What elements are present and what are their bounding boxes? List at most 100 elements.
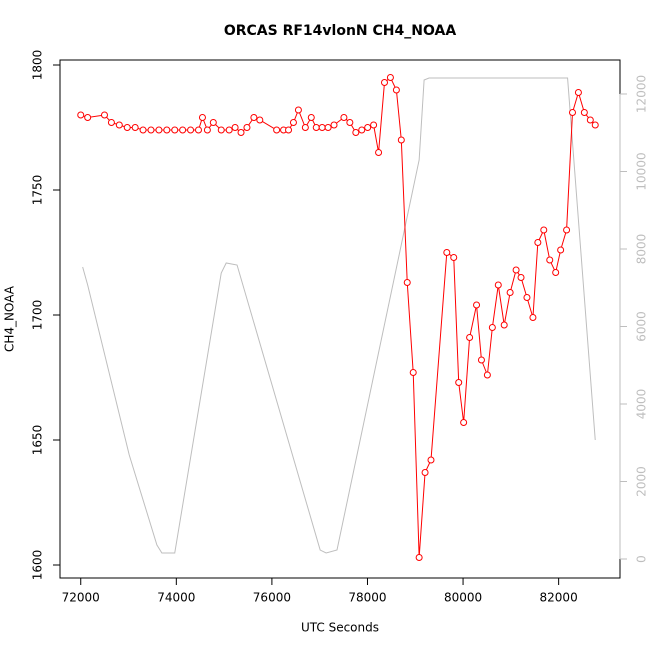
data-point [294, 106, 302, 114]
data-point [107, 119, 115, 126]
y2-tick-label: 12000 [635, 75, 649, 113]
data-point [203, 126, 211, 134]
data-point [370, 121, 378, 129]
data-point [307, 114, 315, 121]
data-point [187, 126, 195, 134]
y2-tick-label: 8000 [635, 234, 649, 265]
data-point [318, 124, 326, 131]
data-point [209, 119, 217, 126]
data-point [512, 266, 520, 274]
x-tick-label: 72000 [62, 591, 100, 605]
data-point [217, 126, 225, 134]
data-point [289, 119, 297, 126]
data-point [256, 116, 264, 124]
data-point [574, 89, 582, 96]
data-point [409, 369, 417, 376]
data-point [250, 114, 258, 121]
data-point [364, 124, 372, 131]
data-point [237, 129, 245, 136]
data-point [460, 419, 468, 426]
y-axis-title: CH4_NOAA [3, 285, 17, 352]
data-point [198, 114, 206, 121]
data-point [421, 469, 429, 476]
data-point [415, 554, 423, 561]
data-point [443, 249, 451, 256]
data-point [563, 226, 571, 234]
x-tick-label: 74000 [157, 591, 195, 605]
data-point [312, 124, 320, 131]
data-point [500, 321, 508, 329]
data-point [346, 119, 354, 126]
data-point [483, 371, 491, 379]
data-point [324, 124, 332, 131]
data-point [534, 239, 542, 246]
data-point [506, 289, 514, 296]
x-tick-label: 78000 [348, 591, 386, 605]
data-point [179, 126, 187, 134]
data-point [529, 314, 537, 321]
data-point [546, 256, 554, 264]
data-point [123, 124, 131, 131]
y2-tick-label: 4000 [635, 389, 649, 420]
x-tick-label: 80000 [444, 591, 482, 605]
data-point [225, 126, 233, 134]
y2-tick-label: 2000 [635, 466, 649, 497]
data-point [131, 124, 139, 131]
data-point [586, 116, 594, 124]
data-point [473, 301, 481, 309]
data-point [115, 121, 123, 129]
y-tick-label: 1800 [31, 50, 45, 81]
data-point [352, 129, 360, 136]
data-point [477, 356, 485, 364]
data-point [552, 269, 560, 276]
data-point [517, 274, 525, 281]
y-tick-label: 1700 [31, 300, 45, 331]
data-point [557, 246, 565, 254]
data-point [163, 126, 171, 134]
data-point [84, 114, 92, 121]
data-point [455, 379, 463, 386]
data-point [580, 109, 588, 116]
data-point [100, 111, 108, 119]
data-point [155, 126, 163, 134]
data-point [494, 281, 502, 289]
data-point [330, 121, 338, 129]
data-point [171, 126, 179, 134]
data-point [450, 254, 458, 261]
x-tick-label: 76000 [253, 591, 291, 605]
data-point [540, 226, 548, 234]
data-point [243, 124, 251, 131]
data-point [301, 124, 309, 131]
x-tick-label: 82000 [540, 591, 578, 605]
data-point [285, 126, 293, 134]
x-axis-title: UTC Seconds [301, 621, 379, 635]
data-point [568, 109, 576, 116]
data-point [147, 126, 155, 134]
data-point [488, 324, 496, 331]
data-point [397, 136, 405, 144]
data-point [523, 294, 531, 301]
data-point [386, 74, 394, 81]
data-point [380, 79, 388, 86]
data-point [273, 126, 281, 134]
data-point [392, 86, 400, 94]
series-line [82, 77, 596, 554]
data-point [375, 149, 383, 156]
data-point [466, 334, 474, 341]
data-point [139, 126, 147, 134]
data-point [194, 126, 202, 134]
chart-title: ORCAS RF14vlonN CH4_NOAA [224, 23, 456, 39]
y2-tick-label: 0 [635, 555, 649, 563]
y-tick-label: 1650 [31, 425, 45, 456]
data-point [340, 114, 348, 121]
y-tick-label: 1750 [31, 175, 45, 206]
data-point [403, 279, 411, 286]
data-point [231, 124, 239, 131]
data-point [591, 121, 599, 129]
data-point [77, 111, 85, 119]
y2-tick-label: 6000 [635, 311, 649, 342]
data-point [427, 456, 435, 464]
y2-tick-label: 10000 [635, 152, 649, 190]
